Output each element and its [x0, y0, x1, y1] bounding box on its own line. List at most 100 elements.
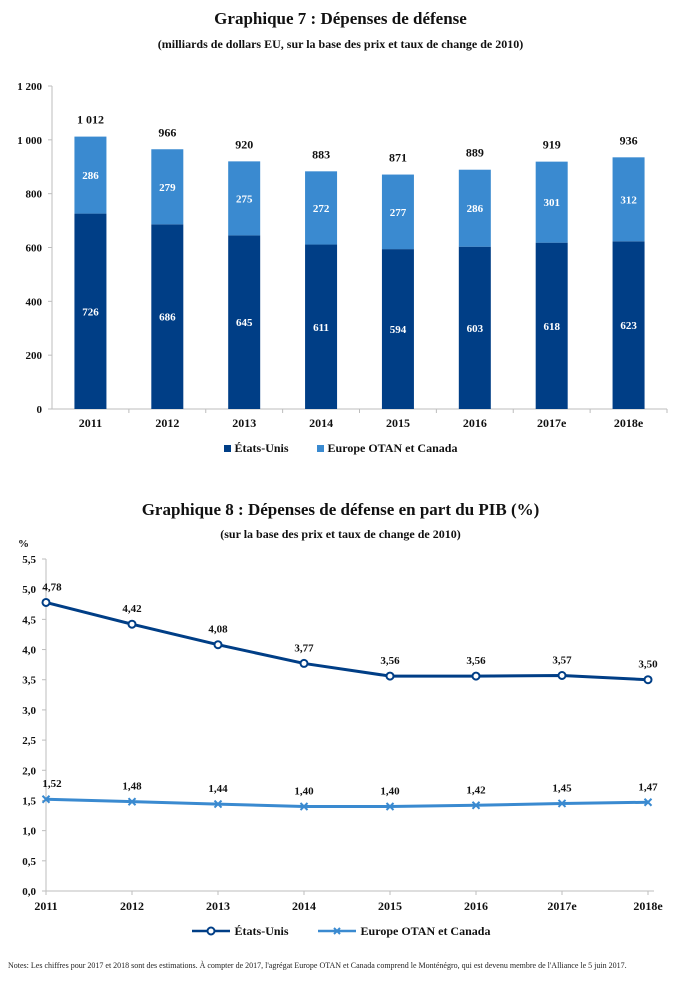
bar-x-tick-label: 2014 — [309, 416, 333, 430]
line-point-europe — [41, 795, 51, 804]
bar-total-label: 883 — [312, 147, 330, 161]
bar-us-value-label: 618 — [543, 321, 560, 333]
bar-europe-value-label: 279 — [159, 182, 176, 194]
line-point-europe — [643, 798, 653, 807]
line-y-tick-label: 1,0 — [22, 826, 36, 838]
line-x-tick-label: 2014 — [292, 899, 316, 913]
bar-y-tick-label: 1 000 — [17, 135, 42, 147]
line-x-tick-label: 2013 — [206, 899, 230, 913]
bar-us-value-label: 686 — [159, 312, 176, 324]
bar-us-2017e — [535, 242, 568, 409]
bar-y-tick-label: 600 — [26, 243, 43, 255]
line-value-label: 3,77 — [294, 642, 314, 654]
line-point-us — [41, 597, 51, 607]
line-y-tick-label: 0,5 — [22, 856, 36, 868]
bar-total-label: 919 — [543, 138, 561, 152]
line-value-label: 1,52 — [42, 778, 62, 790]
bar-us-value-label: 726 — [82, 306, 99, 318]
line-point-europe — [299, 802, 309, 811]
line-value-label: 4,08 — [208, 624, 228, 636]
bar-total-label: 936 — [620, 133, 638, 147]
line-y-tick-label: 0,0 — [22, 886, 36, 898]
bar-x-tick-label: 2013 — [232, 416, 256, 430]
line-y-tick-label: 5,0 — [22, 584, 36, 596]
bar-europe-2018e — [612, 157, 645, 242]
line-point-us — [299, 658, 309, 668]
bar-europe-value-label: 275 — [236, 193, 253, 205]
legend-line-us-icon — [191, 923, 231, 939]
bar-x-tick-label: 2011 — [79, 416, 102, 430]
bar-europe-value-label: 286 — [82, 170, 99, 182]
line-point-europe — [557, 799, 567, 808]
bar-x-tick-label: 2012 — [155, 416, 179, 430]
line-legend-item-us: États-Unis — [191, 923, 289, 939]
bar-legend-item-europe: Europe OTAN et Canada — [316, 441, 458, 456]
bar-europe-value-label: 272 — [313, 203, 330, 215]
bar-us-value-label: 594 — [390, 324, 407, 336]
bar-europe-value-label: 277 — [390, 207, 407, 219]
bar-total-label: 1 012 — [77, 113, 104, 127]
line-x-tick-label: 2018e — [633, 899, 663, 913]
line-y-tick-label: 2,0 — [22, 765, 36, 777]
bar-us-2016 — [458, 246, 491, 409]
bar-legend: États-Unis Europe OTAN et Canada — [0, 441, 681, 456]
bar-total-label: 966 — [158, 125, 176, 139]
bar-us-value-label: 611 — [313, 322, 329, 334]
bar-europe-2014 — [305, 171, 338, 245]
line-value-label: 4,78 — [42, 581, 62, 593]
bar-x-tick-label: 2017e — [537, 416, 567, 430]
bar-us-2014 — [305, 244, 338, 409]
line-point-us — [557, 671, 567, 681]
line-x-tick-label: 2017e — [547, 899, 577, 913]
line-point-europe — [213, 799, 223, 809]
legend-label-europe: Europe OTAN et Canada — [327, 441, 458, 455]
line-y-tick-label: 1,5 — [22, 795, 36, 807]
bar-us-2018e — [612, 241, 645, 409]
line-y-tick-label: 5,5 — [22, 554, 36, 566]
bar-europe-value-label: 286 — [467, 203, 484, 215]
line-y-tick-label: 2,5 — [22, 735, 36, 747]
line-value-label: 1,48 — [122, 781, 142, 793]
line-point-europe — [127, 797, 137, 806]
line-legend-item-europe: Europe OTAN et Canada — [317, 923, 490, 939]
line-y-tick-label: 3,0 — [22, 705, 36, 717]
line-point-us — [213, 640, 223, 650]
chart1-subtitle: (milliards de dollars EU, sur la base de… — [157, 37, 524, 51]
bar-y-tick-label: 800 — [26, 189, 43, 201]
line-x-tick-label: 2016 — [464, 899, 488, 913]
bar-europe-2012 — [151, 149, 184, 225]
bar-y-tick-label: 400 — [26, 296, 43, 308]
line-value-label: 1,47 — [638, 781, 658, 793]
line-value-label: 1,42 — [466, 784, 486, 796]
bar-us-2012 — [151, 224, 184, 409]
line-y-tick-label: 4,5 — [22, 614, 36, 626]
bar-us-2013 — [228, 235, 261, 409]
bar-europe-2016 — [458, 169, 491, 247]
chart2-title: Graphique 8 : Dépenses de défense en par… — [141, 500, 540, 519]
line-value-label: 1,45 — [552, 782, 572, 794]
line-y-tick-label: 4,0 — [22, 645, 36, 657]
bar-us-2015 — [381, 249, 414, 409]
line-y-tick-label: 3,5 — [22, 675, 36, 687]
legend-label-us-line: États-Unis — [234, 923, 289, 938]
line-series-europe — [45, 797, 649, 808]
bar-europe-value-label: 301 — [543, 197, 560, 209]
chart1-title: Graphique 7 : Dépenses de défense — [214, 9, 467, 28]
bar-legend-item-us: États-Unis — [223, 441, 289, 456]
bar-total-label: 871 — [389, 151, 407, 165]
line-x-tick-label: 2015 — [378, 899, 402, 913]
bar-us-2011 — [74, 213, 107, 409]
line-series-us — [45, 601, 649, 682]
bar-total-label: 889 — [466, 146, 484, 160]
legend-line-europe-icon — [317, 923, 357, 939]
line-value-label: 1,40 — [380, 785, 400, 797]
legend-swatch-us — [223, 445, 231, 452]
line-point-us — [643, 675, 653, 685]
line-x-tick-label: 2012 — [120, 899, 144, 913]
footnote: Notes: Les chiffres pour 2017 et 2018 so… — [8, 961, 627, 970]
line-point-us — [385, 671, 395, 681]
bar-y-tick-label: 200 — [26, 350, 43, 362]
bar-y-tick-label: 0 — [37, 404, 43, 416]
legend-label-us: États-Unis — [234, 441, 289, 455]
